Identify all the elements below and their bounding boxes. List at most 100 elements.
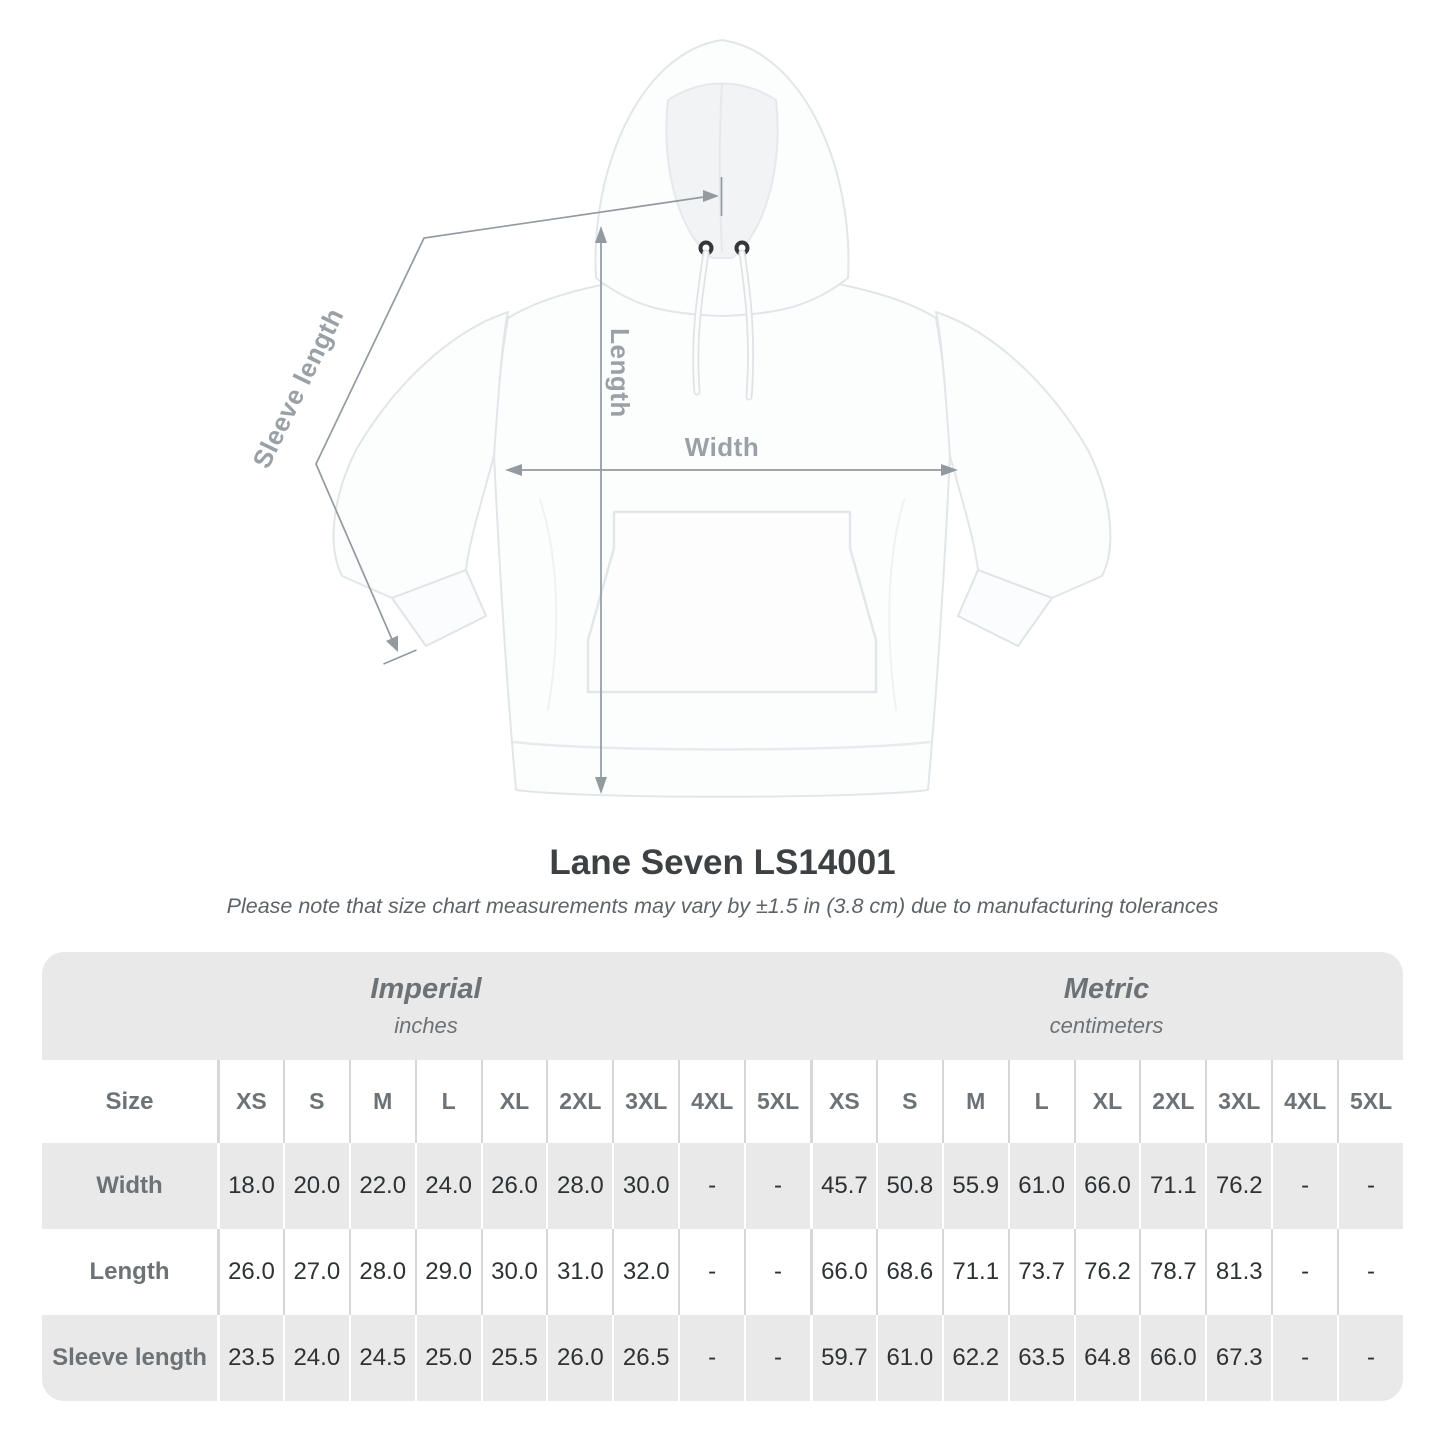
fold-line: [888, 499, 905, 711]
hoodie-diagram-svg: Sleeve length Length Width: [246, 39, 1112, 798]
fold-line: [539, 499, 558, 711]
value-cell: 20.0: [282, 1143, 349, 1229]
value-cell: 32.0: [612, 1229, 678, 1315]
value-cell: 25.5: [480, 1315, 547, 1401]
sleeve-length-measure: [315, 177, 723, 665]
tolerance-note: Please note that size chart measurements…: [226, 894, 1219, 918]
value-cell: 30.0: [480, 1229, 547, 1315]
value-cell: 18.0: [217, 1143, 283, 1229]
sleeve-length-label: Sleeve length: [246, 303, 349, 473]
value-cell: 26.0: [217, 1229, 283, 1315]
value-cell: 26.5: [612, 1315, 678, 1401]
value-cell: 62.2: [941, 1315, 1008, 1401]
value-cell: 59.7: [809, 1315, 876, 1401]
sleeve-measure-line: [315, 196, 705, 645]
value-cell: -: [1337, 1315, 1403, 1401]
row-label: Length: [89, 1258, 170, 1285]
value-cell: 66.0: [1073, 1143, 1140, 1229]
imperial-size-col-5xl: 5XL: [744, 1060, 810, 1143]
imperial-size-col-xs: XS: [217, 1060, 283, 1143]
value-cell: 27.0: [282, 1229, 349, 1315]
size-table-body: Size XS S M L XL 2XL 3XL 4XL 5XL XS S M L XL 2XL 3XL 4XL 5…: [42, 1060, 1403, 1401]
value-cell: -: [678, 1229, 744, 1315]
sleeve-arrowhead-collar: [703, 190, 719, 202]
value-cell: 28.0: [546, 1143, 612, 1229]
value-cell: 71.1: [1139, 1143, 1205, 1229]
metric-size-col-3xl: 3XL: [1205, 1060, 1271, 1143]
value-cell: 23.5: [217, 1315, 283, 1401]
length-arrowhead-bottom: [595, 777, 607, 794]
value-cell: 78.7: [1139, 1229, 1205, 1315]
length-label: Length: [605, 328, 635, 418]
value-cell: -: [678, 1143, 744, 1229]
value-cell: -: [744, 1143, 810, 1229]
value-cell: 81.3: [1205, 1229, 1271, 1315]
value-cell: 29.0: [414, 1229, 481, 1315]
width-arrowhead-left: [505, 464, 522, 476]
value-cell: -: [1337, 1143, 1403, 1229]
value-cell: 45.7: [809, 1143, 876, 1229]
table-header-row: Size XS S M L XL 2XL 3XL 4XL 5XL XS S M L XL 2XL 3XL 4XL 5…: [42, 1060, 1403, 1143]
value-cell: 63.5: [1007, 1315, 1074, 1401]
hoodie-right-sleeve: [935, 311, 1112, 599]
product-title: Lane Seven LS14001: [549, 843, 896, 882]
value-cell: -: [744, 1315, 810, 1401]
hoodie-right-cuff: [957, 569, 1053, 647]
imperial-size-col-m: M: [348, 1060, 415, 1143]
value-cell: 26.0: [480, 1143, 547, 1229]
units-band: Imperial inches Metric centimeters: [42, 952, 1403, 1060]
hoodie-illustration: [332, 39, 1112, 798]
value-cell: 22.0: [348, 1143, 415, 1229]
value-cell: 68.6: [875, 1229, 942, 1315]
drawstrings: [692, 249, 755, 401]
imperial-heading: Imperial: [370, 973, 482, 1005]
hood-inner-lining: [665, 82, 779, 259]
metric-size-col-4xl: 4XL: [1271, 1060, 1337, 1143]
value-cell: 50.8: [875, 1143, 942, 1229]
imperial-size-col-xl: XL: [480, 1060, 547, 1143]
imperial-unit: inches: [394, 1013, 458, 1038]
value-cell: -: [1271, 1143, 1337, 1229]
measurement-row-length: Length 26.0 27.0 28.0 29.0 30.0 31.0 32.0- -66.0…: [42, 1229, 1403, 1315]
value-cell: -: [1337, 1229, 1403, 1315]
value-cell: 24.0: [414, 1143, 481, 1229]
sleeve-measure-cuff-tick: [383, 649, 417, 665]
row-label: Width: [96, 1172, 163, 1199]
measurement-row-width: Width 18.0 20.0 22.0 24.0 26.0 28.0 30.0- -45.7 5…: [42, 1143, 1403, 1229]
length-measure: [595, 226, 607, 794]
value-cell: 55.9: [941, 1143, 1008, 1229]
value-cell: 24.5: [348, 1315, 415, 1401]
hoodie-hem-band: [512, 740, 932, 751]
width-arrowhead-right: [941, 464, 958, 476]
size-header-cell: Size: [105, 1087, 154, 1115]
metric-size-col-5xl: 5XL: [1337, 1060, 1403, 1143]
metric-size-col-2xl: 2XL: [1139, 1060, 1205, 1143]
hoodie-left-sleeve: [332, 311, 509, 599]
measurement-row-sleeve-length: Sleeve length 23.5 24.0 24.5 25.0 25.5 26.0 26.…: [42, 1315, 1403, 1401]
value-cell: -: [1271, 1315, 1337, 1401]
value-cell: 73.7: [1007, 1229, 1074, 1315]
width-measure: [505, 464, 958, 476]
value-cell: 26.0: [546, 1315, 612, 1401]
imperial-size-col-l: L: [414, 1060, 481, 1143]
metric-size-col-m: M: [941, 1060, 1008, 1143]
hoodie-left-cuff: [391, 569, 487, 647]
imperial-unit-group: Imperial inches: [42, 952, 810, 1060]
value-cell: 64.8: [1073, 1315, 1140, 1401]
value-cell: 76.2: [1205, 1143, 1271, 1229]
metric-size-col-s: S: [875, 1060, 942, 1143]
metric-unit-group: Metric centimeters: [810, 952, 1403, 1060]
imperial-size-col-s: S: [282, 1060, 349, 1143]
hood-drape-line: [718, 83, 723, 253]
value-cell: 66.0: [1139, 1315, 1205, 1401]
width-label: Width: [685, 432, 759, 462]
metric-unit: centimeters: [1049, 1013, 1164, 1038]
value-cell: 76.2: [1073, 1229, 1140, 1315]
value-cell: 61.0: [1007, 1143, 1074, 1229]
value-cell: 25.0: [414, 1315, 481, 1401]
metric-size-col-xs: XS: [809, 1060, 876, 1143]
hoodie-measurement-diagram: Sleeve length Length Width: [246, 39, 1112, 798]
metric-size-col-l: L: [1007, 1060, 1074, 1143]
value-cell: 30.0: [612, 1143, 678, 1229]
